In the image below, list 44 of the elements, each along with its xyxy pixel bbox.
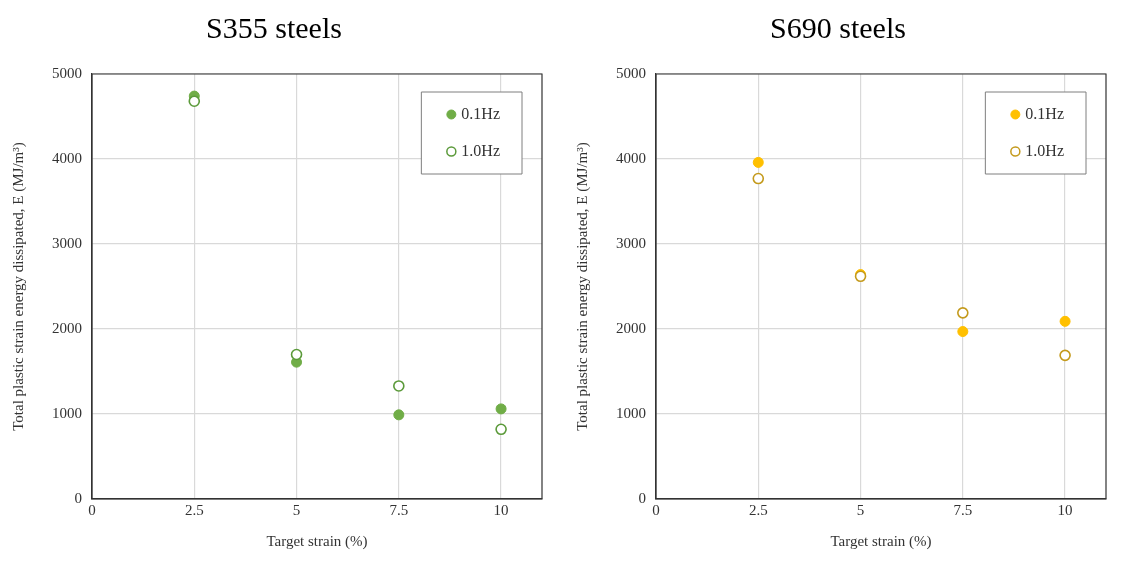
point [752, 172, 765, 185]
chart-title: S355 steels [206, 10, 342, 44]
legend-label: 0.1Hz [1025, 104, 1064, 122]
x-axis-title: Target strain (%) [830, 532, 932, 550]
x-tick-label: 7.5 [953, 501, 973, 518]
chart-title: S690 steels [770, 10, 906, 44]
x-tick-label: 10 [1057, 501, 1073, 518]
point [393, 380, 405, 392]
point [188, 95, 201, 107]
y-tick-label: 0 [74, 489, 82, 506]
y-tick-label: 4000 [52, 149, 82, 166]
point [957, 307, 969, 319]
x-tick-label: 10 [493, 501, 509, 518]
y-axis-title: Total plastic strain energy dissipated, E (MJ/m³) [9, 142, 27, 431]
point [290, 348, 303, 361]
x-tick-label: 0 [652, 501, 660, 518]
y-tick-label: 3000 [52, 234, 82, 251]
x-axis-title: Target strain (%) [266, 532, 368, 550]
x-tick-label: 0 [88, 501, 96, 518]
legend-label: 0.1Hz [461, 104, 500, 122]
y-tick-label: 5000 [52, 64, 82, 81]
point [495, 403, 507, 415]
x-tick-label: 2.5 [184, 501, 204, 518]
y-tick-label: 4000 [616, 149, 646, 166]
point [1059, 315, 1071, 327]
y-tick-label: 2000 [52, 319, 82, 336]
y-tick-label: 2000 [616, 319, 646, 336]
y-tick-label: 3000 [616, 234, 646, 251]
y-axis-title: Total plastic strain energy dissipated, E (MJ/m³) [573, 142, 591, 431]
legend-label: 1.0Hz [461, 141, 500, 159]
point [957, 326, 969, 338]
x-tick-label: 7.5 [389, 501, 409, 518]
legend-label: 1.0Hz [1025, 141, 1064, 159]
point [1059, 349, 1071, 362]
y-tick-label: 0 [638, 489, 646, 506]
y-tick-label: 1000 [616, 404, 646, 421]
point [752, 156, 764, 168]
x-tick-label: 5 [292, 501, 301, 518]
x-tick-label: 5 [856, 501, 865, 518]
y-tick-label: 5000 [616, 64, 646, 81]
point [495, 423, 507, 436]
point [393, 409, 405, 421]
x-tick-label: 2.5 [748, 501, 768, 518]
y-tick-label: 1000 [52, 404, 82, 421]
